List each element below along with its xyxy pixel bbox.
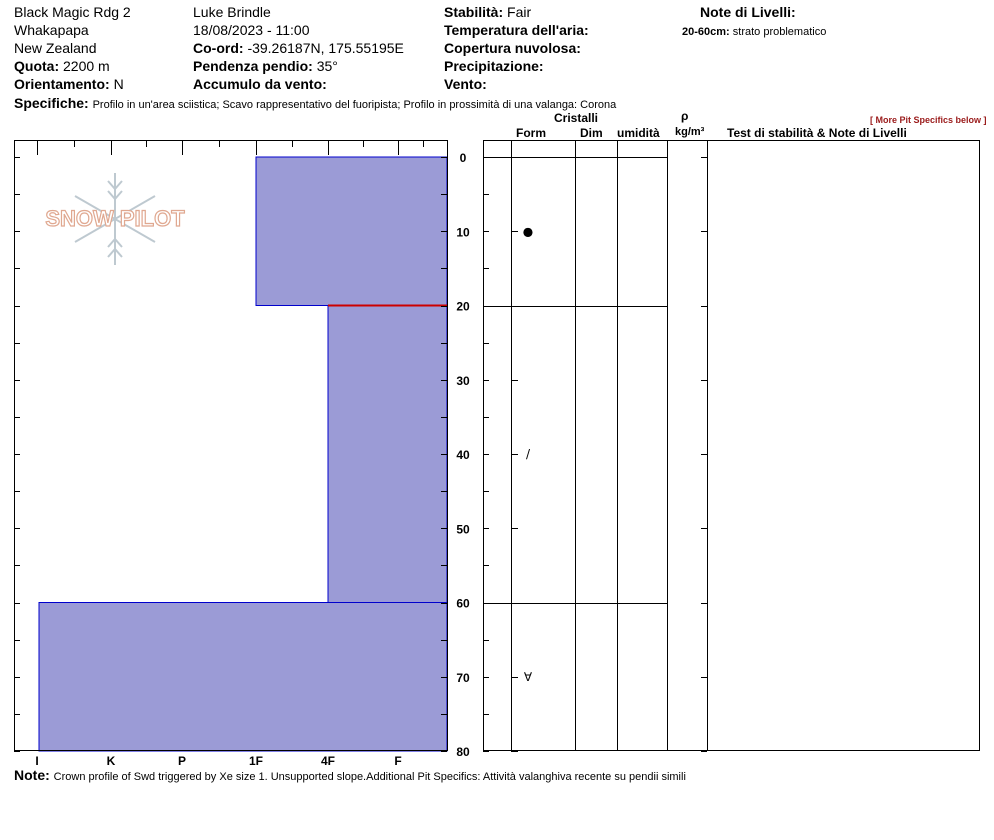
stability-value: Fair [507, 4, 532, 20]
sky-cover-label: Copertura nuvolosa: [444, 40, 581, 56]
depth-label: 70 [456, 671, 470, 685]
form-header: Form [516, 126, 546, 140]
moisture-header: umidità [617, 126, 660, 140]
country-name: New Zealand [14, 40, 97, 56]
depth-label: 40 [456, 448, 470, 462]
hardness-label: F [394, 754, 401, 768]
slope-label: Pendenza pendio: [193, 58, 313, 74]
depth-label: 80 [456, 745, 470, 759]
note-label: Note: [14, 767, 50, 783]
specifics: Specifiche: Profilo in un'area sciistica… [14, 95, 616, 113]
coord-value: -39.26187N, 175.55195E [247, 40, 404, 56]
area-name: Whakapapa [14, 22, 89, 38]
observer-name: Luke Brindle [193, 4, 271, 20]
depth-label: 60 [456, 597, 470, 611]
rho-header: ρ [681, 109, 689, 123]
depth-label: 30 [456, 374, 470, 388]
tests-header: Test di stabilità & Note di Livelli [727, 126, 907, 140]
crystal-table-frame [483, 140, 980, 751]
note-text: Crown profile of Swd triggered by Xe siz… [53, 771, 686, 783]
aspect-value: N [113, 76, 124, 92]
elevation-label: Quota: [14, 58, 60, 74]
depth-label: 20 [456, 300, 470, 314]
hardness-label: I [35, 754, 38, 768]
elevation: Quota: 2200 m [14, 58, 110, 74]
layer-note-text: strato problematico [732, 26, 827, 38]
hardness-bar-3 [38, 602, 448, 752]
slope-value: 35° [316, 58, 338, 74]
depth-label: 50 [456, 522, 470, 536]
coord-label: Co-ord: [193, 40, 244, 56]
hardness-bar-1 [255, 156, 448, 306]
specifics-text: Profilo in un'area sciistica; Scavo rapp… [92, 99, 617, 111]
layer-notes-label: Note di Livelli: [700, 4, 796, 20]
hardness-label: 1F [249, 754, 263, 768]
layer-note-range: 20-60cm: [682, 26, 730, 38]
hardness-label: K [107, 754, 116, 768]
location-name: Black Magic Rdg 2 [14, 4, 131, 20]
slope: Pendenza pendio: 35° [193, 58, 338, 74]
coordinates: Co-ord: -39.26187N, 175.55195E [193, 40, 404, 56]
aspect-label: Orientamento: [14, 76, 110, 92]
elevation-value: 2200 m [63, 58, 110, 74]
depth-label: 0 [460, 151, 467, 165]
size-header: Dim [580, 126, 603, 140]
crystals-header: Cristalli [554, 111, 599, 125]
snowflake-icon [74, 173, 156, 265]
stability: Stabilità: Fair [444, 4, 531, 20]
wind-loading-label: Accumulo da vento: [193, 76, 327, 92]
depth-label: 10 [456, 225, 470, 239]
specifics-label: Specifiche: [14, 95, 89, 111]
stability-label: Stabilità: [444, 4, 504, 20]
observation-datetime: 18/08/2023 - 11:00 [193, 22, 310, 38]
aspect: Orientamento: N [14, 76, 124, 92]
precip-label: Precipitazione: [444, 58, 544, 74]
logo-text: SNOW PILOT [45, 206, 185, 231]
hardness-label: P [178, 754, 186, 768]
air-temp-label: Temperatura dell'aria: [444, 22, 589, 38]
grain-form-symbol: ∀ [524, 670, 533, 684]
hardness-bar-2 [327, 305, 448, 603]
density-unit-header: kg/m³ [675, 126, 705, 138]
grain-form-symbol: ● [523, 224, 533, 238]
more-specifics-link[interactable]: [ More Pit Specifics below ] [870, 115, 987, 125]
hardness-label: 4F [321, 754, 335, 768]
grain-form-symbol: / [526, 447, 531, 461]
hardness-plot-frame [14, 140, 448, 751]
layer-note: 20-60cm: strato problematico [682, 24, 826, 40]
wind-label: Vento: [444, 76, 487, 92]
footer-note: Note: Crown profile of Swd triggered by … [14, 767, 686, 785]
